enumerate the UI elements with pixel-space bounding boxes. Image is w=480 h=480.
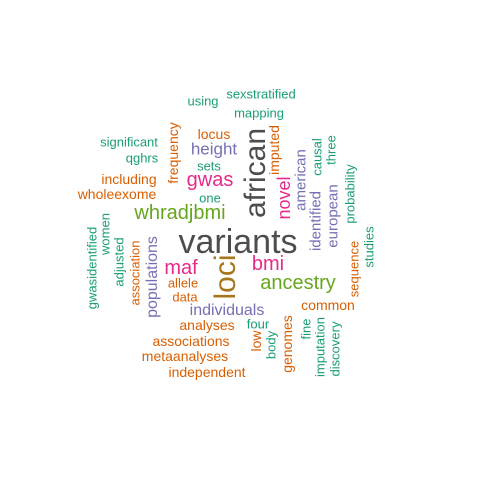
word: mapping — [234, 105, 284, 121]
word: association — [127, 240, 143, 306]
word: wholeexome — [77, 186, 157, 202]
word: imputation — [312, 317, 328, 377]
word: variants — [178, 223, 298, 261]
word: locus — [197, 126, 231, 142]
word: allele — [167, 275, 199, 291]
word: imputed — [266, 125, 282, 175]
word: four — [246, 316, 270, 332]
word: fine — [298, 318, 314, 340]
word: analyses — [179, 317, 235, 333]
word: loci — [209, 254, 242, 300]
word: whradjbmi — [134, 202, 226, 224]
word: american — [292, 149, 310, 211]
word: genomes — [279, 315, 295, 373]
word: identified — [307, 190, 325, 252]
word: low — [248, 330, 264, 352]
word: novel — [274, 176, 294, 220]
word: three — [323, 135, 339, 165]
word: probability — [342, 164, 358, 224]
word: height — [190, 139, 238, 159]
word: one — [199, 190, 221, 206]
word: associations — [152, 333, 230, 349]
word: discovery — [327, 321, 343, 377]
word: women — [97, 213, 113, 255]
word: populations — [144, 236, 161, 318]
word: including — [101, 171, 157, 187]
word: sexstratified — [226, 86, 296, 102]
word: adjusted — [111, 237, 127, 287]
word: ancestry — [260, 272, 336, 294]
word: european — [324, 184, 342, 248]
word: common — [301, 297, 355, 313]
word: frequency — [165, 122, 181, 184]
word: metaanalyses — [141, 348, 229, 364]
word: qghrs — [125, 150, 159, 166]
word: causal — [309, 138, 325, 176]
word: sequence — [346, 240, 362, 298]
word: body — [263, 330, 279, 360]
word: sets — [197, 158, 221, 174]
word: individuals — [189, 302, 265, 319]
word: studies — [361, 226, 377, 268]
word: data — [172, 289, 198, 305]
word: independent — [168, 364, 246, 380]
word: using — [187, 93, 219, 109]
word: maf — [164, 257, 198, 279]
word: significant — [100, 134, 158, 150]
word: gwas — [186, 169, 234, 191]
word: bmi — [251, 253, 285, 275]
